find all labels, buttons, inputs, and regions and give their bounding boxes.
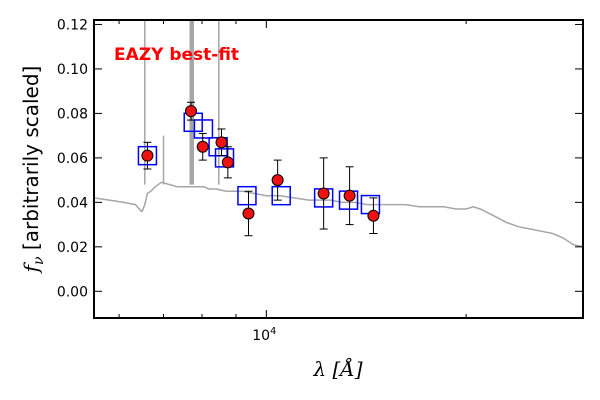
y-tick-label: 0.00 (57, 284, 88, 300)
model-flux-box (271, 185, 291, 206)
observed-point (141, 149, 154, 162)
model-flux-box (193, 119, 214, 139)
plot-frame (93, 19, 584, 319)
axis-ticks: 0.00 0.02 0.04 0.06 0.08 0.10 0.12 104 (57, 17, 583, 344)
x-tick-label: 104 (252, 326, 276, 344)
y-tick-label: 0.10 (57, 62, 88, 78)
observed-point (221, 156, 234, 169)
plot-content (94, 20, 583, 248)
y-axis-label: fν [arbitrarily scaled] (19, 66, 47, 275)
y-tick-label: 0.02 (57, 240, 88, 256)
observed-point (184, 105, 197, 118)
observed-point (343, 189, 356, 202)
y-tick-label: 0.04 (57, 195, 88, 211)
template-spectrum-line (94, 181, 583, 248)
y-tick-label: 0.06 (57, 151, 88, 167)
observed-point (196, 140, 209, 153)
x-axis-label: λ [Å] (312, 356, 362, 381)
model-flux-box (237, 185, 257, 206)
observed-point (271, 174, 284, 187)
observed-point (242, 207, 255, 220)
y-tick-label: 0.12 (57, 17, 88, 33)
observed-point (317, 187, 330, 200)
observed-point (367, 209, 380, 222)
observed-point (215, 136, 228, 149)
y-tick-label: 0.08 (57, 106, 88, 122)
chart-annotation: EAZY best-fit (114, 45, 239, 65)
